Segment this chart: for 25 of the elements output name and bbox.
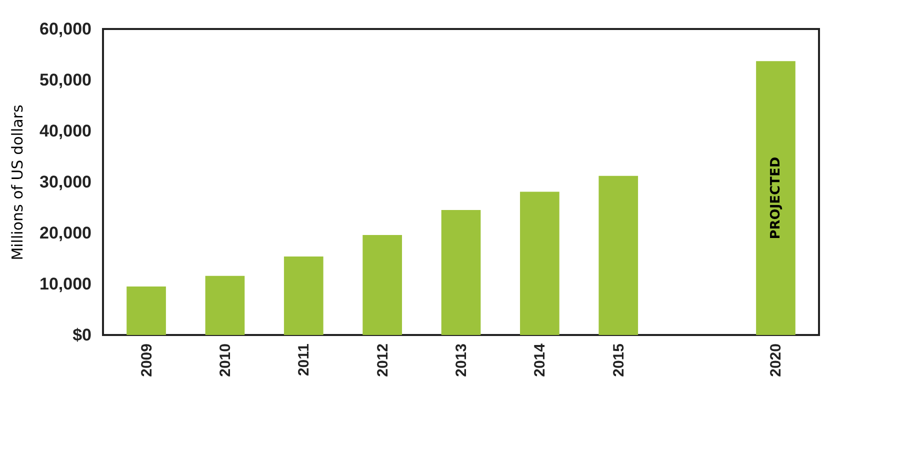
annotation: PROJECTED <box>768 156 784 240</box>
y-tick-label: 20,000 <box>40 224 92 242</box>
bar <box>284 256 324 335</box>
x-tick-label: 2012 <box>374 344 392 377</box>
y-tick-label: 10,000 <box>40 274 92 294</box>
x-tick-label: 2020 <box>768 344 785 377</box>
x-tick-label: 2009 <box>138 344 156 377</box>
y-tick-label: $0 <box>72 326 92 344</box>
bar <box>441 210 481 335</box>
y-tick-label: 60,000 <box>40 20 92 38</box>
x-tick-label: 2015 <box>610 344 628 377</box>
bar <box>756 61 796 335</box>
x-tick-label: 2010 <box>216 344 234 377</box>
x-tick-label: 2013 <box>453 344 470 377</box>
bar <box>126 286 166 335</box>
bar <box>205 276 245 335</box>
x-tick-label: 2011 <box>296 344 313 376</box>
bar <box>598 176 638 335</box>
bar <box>520 192 560 335</box>
bar <box>362 235 402 335</box>
y-tick-label: 30,000 <box>40 172 92 192</box>
x-tick-label: 2014 <box>532 342 549 377</box>
y-tick-label: 50,000 <box>40 70 92 90</box>
y-axis-title: Millions of US dollars <box>8 104 27 260</box>
y-tick-label: 40,000 <box>40 122 92 140</box>
